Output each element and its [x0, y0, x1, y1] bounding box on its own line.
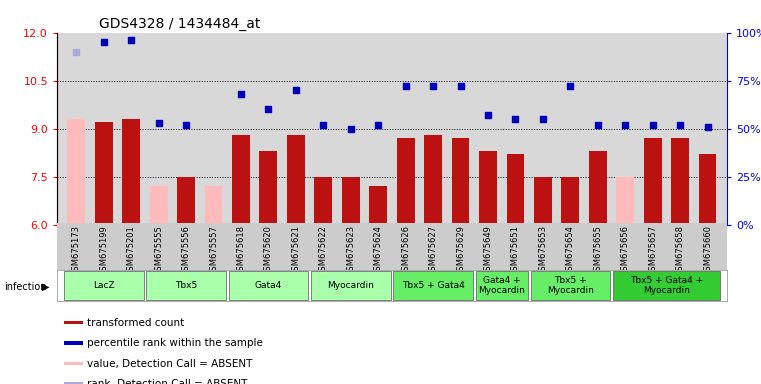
- Bar: [314, 177, 333, 225]
- Text: Tbx5 + Gata4: Tbx5 + Gata4: [402, 281, 464, 290]
- Bar: [64, 321, 82, 324]
- Point: [702, 124, 714, 130]
- Bar: [562, 177, 579, 225]
- Text: GSM675660: GSM675660: [703, 225, 712, 276]
- Point: [235, 91, 247, 97]
- Text: infection: infection: [4, 282, 46, 292]
- Point: [427, 83, 439, 89]
- Text: GSM675199: GSM675199: [99, 225, 108, 276]
- FancyBboxPatch shape: [64, 271, 144, 300]
- Bar: [424, 135, 442, 225]
- Bar: [342, 177, 360, 225]
- Bar: [451, 138, 470, 225]
- Text: GSM675657: GSM675657: [648, 225, 658, 276]
- Point: [537, 116, 549, 122]
- Bar: [68, 119, 85, 225]
- Text: Gata4 +
Myocardin: Gata4 + Myocardin: [478, 276, 525, 295]
- Text: GSM675624: GSM675624: [374, 225, 383, 276]
- Bar: [205, 186, 222, 225]
- Point: [647, 122, 659, 128]
- Bar: [64, 382, 82, 384]
- Text: GSM675653: GSM675653: [538, 225, 547, 276]
- Text: ▶: ▶: [42, 282, 49, 292]
- Text: GSM675658: GSM675658: [676, 225, 685, 276]
- Point: [345, 126, 357, 132]
- Text: GSM675623: GSM675623: [346, 225, 355, 276]
- Point: [400, 83, 412, 89]
- Bar: [699, 154, 716, 225]
- Text: GSM675626: GSM675626: [401, 225, 410, 276]
- Text: Tbx5 +
Myocardin: Tbx5 + Myocardin: [547, 276, 594, 295]
- Text: GDS4328 / 1434484_at: GDS4328 / 1434484_at: [99, 17, 260, 31]
- Text: GSM675173: GSM675173: [72, 225, 81, 276]
- Point: [509, 116, 521, 122]
- Point: [674, 122, 686, 128]
- Bar: [589, 151, 607, 225]
- Point: [70, 49, 82, 55]
- Text: LacZ: LacZ: [93, 281, 115, 290]
- Bar: [534, 177, 552, 225]
- Text: GSM675201: GSM675201: [126, 225, 135, 276]
- Bar: [150, 186, 167, 225]
- Bar: [232, 135, 250, 225]
- FancyBboxPatch shape: [530, 271, 610, 300]
- Point: [152, 120, 164, 126]
- Bar: [260, 151, 277, 225]
- Bar: [95, 122, 113, 225]
- Bar: [507, 154, 524, 225]
- Point: [125, 37, 137, 43]
- Bar: [287, 135, 304, 225]
- Point: [619, 122, 632, 128]
- Bar: [671, 138, 689, 225]
- Text: value, Detection Call = ABSENT: value, Detection Call = ABSENT: [87, 359, 252, 369]
- Bar: [123, 119, 140, 225]
- FancyBboxPatch shape: [613, 271, 720, 300]
- Bar: [64, 362, 82, 365]
- Point: [564, 83, 576, 89]
- Point: [317, 122, 330, 128]
- Text: GSM675655: GSM675655: [594, 225, 602, 276]
- Text: rank, Detection Call = ABSENT: rank, Detection Call = ABSENT: [87, 379, 247, 384]
- Text: GSM675556: GSM675556: [182, 225, 190, 276]
- Point: [263, 106, 275, 113]
- Text: Myocardin: Myocardin: [327, 281, 374, 290]
- FancyBboxPatch shape: [146, 271, 226, 300]
- FancyBboxPatch shape: [393, 271, 473, 300]
- Point: [290, 87, 302, 93]
- Bar: [369, 186, 387, 225]
- Text: Tbx5 + Gata4 +
Myocardin: Tbx5 + Gata4 + Myocardin: [630, 276, 703, 295]
- Text: percentile rank within the sample: percentile rank within the sample: [87, 338, 263, 348]
- FancyBboxPatch shape: [228, 271, 308, 300]
- Bar: [616, 177, 634, 225]
- Bar: [396, 138, 415, 225]
- Point: [482, 112, 494, 118]
- Text: GSM675620: GSM675620: [264, 225, 273, 276]
- Bar: [479, 151, 497, 225]
- Bar: [64, 341, 82, 345]
- Text: Gata4: Gata4: [255, 281, 282, 290]
- Text: GSM675618: GSM675618: [237, 225, 246, 276]
- Text: GSM675651: GSM675651: [511, 225, 520, 276]
- Bar: [644, 138, 661, 225]
- Text: GSM675621: GSM675621: [291, 225, 301, 276]
- Text: GSM675627: GSM675627: [428, 225, 438, 276]
- Point: [180, 122, 193, 128]
- Text: GSM675555: GSM675555: [154, 225, 163, 276]
- Text: GSM675654: GSM675654: [566, 225, 575, 276]
- Text: GSM675557: GSM675557: [209, 225, 218, 276]
- Text: GSM675629: GSM675629: [456, 225, 465, 276]
- Text: GSM675656: GSM675656: [621, 225, 629, 276]
- Point: [372, 122, 384, 128]
- Text: GSM675649: GSM675649: [483, 225, 492, 276]
- Point: [591, 122, 603, 128]
- FancyBboxPatch shape: [311, 271, 390, 300]
- Bar: [177, 177, 195, 225]
- Point: [97, 39, 110, 45]
- FancyBboxPatch shape: [476, 271, 528, 300]
- Text: Tbx5: Tbx5: [175, 281, 197, 290]
- Text: transformed count: transformed count: [87, 318, 184, 328]
- Point: [454, 83, 466, 89]
- Text: GSM675622: GSM675622: [319, 225, 328, 276]
